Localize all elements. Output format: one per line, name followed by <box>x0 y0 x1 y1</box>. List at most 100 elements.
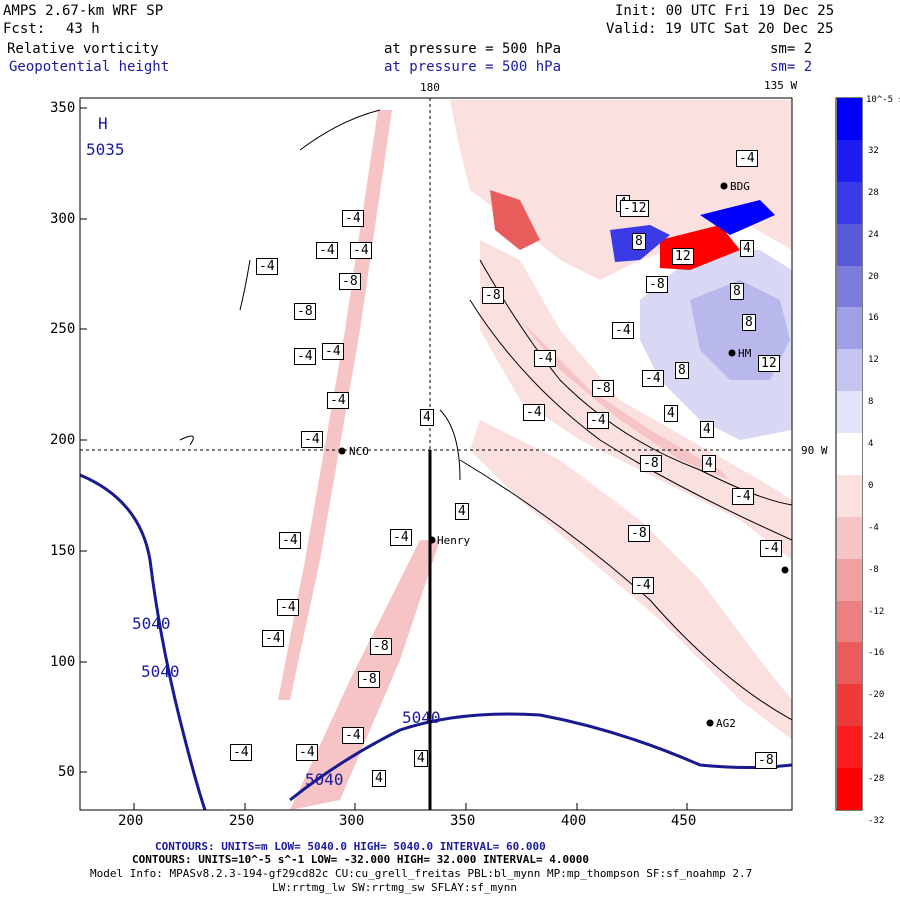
colorbar-tick-label: -24 <box>868 732 885 743</box>
strong-vorticity-west <box>490 190 540 250</box>
vorticity-label: 8 <box>730 283 744 300</box>
vorticity-label: -8 <box>755 752 777 769</box>
vorticity-label: 4 <box>420 409 434 426</box>
y-tick-200: 200 <box>50 432 76 448</box>
colorbar-cell <box>837 181 862 225</box>
vorticity-label: -4 <box>350 242 372 259</box>
colorbar-tick-label: -28 <box>868 774 885 785</box>
vorticity-label: 4 <box>702 455 716 472</box>
colorbar-cell <box>837 684 862 727</box>
vorticity-label: -8 <box>592 380 614 397</box>
vorticity-label: 8 <box>632 233 646 250</box>
station-label: NCO <box>349 445 369 458</box>
colorbar-tick-label: -4 <box>868 522 879 533</box>
high-pressure-value: 5035 <box>86 140 125 159</box>
vorticity-label: 4 <box>414 750 428 767</box>
y-tick-100: 100 <box>50 654 76 670</box>
vorticity-label: -4 <box>732 488 754 505</box>
footer-height-contours: CONTOURS: UNITS=m LOW= 5040.0 HIGH= 5040… <box>155 840 546 853</box>
vorticity-label: -4 <box>294 348 316 365</box>
vorticity-label: -4 <box>342 727 364 744</box>
colorbar-tick-label: 20 <box>868 271 879 282</box>
pressure-geopotential: at pressure = 500 hPa <box>384 59 562 75</box>
station-ag2-marker <box>706 719 714 727</box>
vorticity-label: -4 <box>322 343 344 360</box>
y-tick-150: 150 <box>50 543 76 559</box>
colorbar-cell <box>837 98 862 141</box>
station-bdg-marker <box>720 182 728 190</box>
strong-positive-streak <box>700 200 775 235</box>
vorticity-label: 4 <box>700 421 714 438</box>
x-tick-250: 250 <box>229 813 255 829</box>
height-label: 5040 <box>402 708 441 727</box>
vorticity-label: 12 <box>672 248 694 265</box>
vorticity-label: -4 <box>230 744 252 761</box>
colorbar-tick-label: 16 <box>868 313 879 324</box>
colorbar-cell <box>837 433 862 476</box>
station-henry-marker <box>428 536 436 544</box>
vorticity-label: -8 <box>294 303 316 320</box>
vorticity-label: 4 <box>372 770 386 787</box>
x-tick-400: 400 <box>561 813 587 829</box>
valid-time: Valid: 19 UTC Sat 20 Dec 25 <box>606 21 834 37</box>
footer-physics-info: LW:rrtmg_lw SW:rrtmg_sw SFLAY:sf_mynn <box>272 881 518 894</box>
colorbar-tick-label: 24 <box>868 229 879 240</box>
x-tick-300: 300 <box>339 813 365 829</box>
colorbar-tick-label: 4 <box>868 439 874 450</box>
x-tick-450: 450 <box>671 813 697 829</box>
vorticity-label: -4 <box>587 412 609 429</box>
colorbar-tick-label: 0 <box>868 480 874 491</box>
negative-vorticity-band <box>480 240 792 560</box>
vorticity-label: 12 <box>758 355 780 372</box>
colorbar-unit: 10^-5 s^-1 <box>866 95 900 105</box>
colorbar-tick-label: 12 <box>868 355 879 366</box>
colorbar-tick-label: 8 <box>868 397 874 408</box>
vorticity-label: -4 <box>642 370 664 387</box>
vorticity-label: -4 <box>534 350 556 367</box>
vorticity-label: -4 <box>301 431 323 448</box>
vorticity-label: 4 <box>664 405 678 422</box>
y-tick-300: 300 <box>50 211 76 227</box>
colorbar-cell <box>837 307 862 350</box>
negative-vorticity-south <box>470 420 792 740</box>
colorbar-cell <box>837 139 862 183</box>
station-label: Henry <box>437 534 471 547</box>
footer-model-info: Model Info: MPASv8.2.3-194-gf29cd82c CU:… <box>90 867 753 880</box>
vorticity-label: -4 <box>327 392 349 409</box>
forecast-label: Fcst: <box>3 21 46 37</box>
vorticity-label: -8 <box>628 525 650 542</box>
station-label: BDG <box>730 180 750 193</box>
field-geopotential: Geopotential height <box>9 59 170 75</box>
vorticity-label: -4 <box>612 322 634 339</box>
vorticity-label: -4 <box>390 529 412 546</box>
height-contour-south <box>289 712 792 802</box>
colorbar-tick-label: -16 <box>868 648 885 659</box>
vorticity-label: -4 <box>632 577 654 594</box>
colorbar-tick-label: -32 <box>868 816 885 826</box>
vorticity-label: -12 <box>620 200 650 217</box>
station-label: AG2 <box>716 717 736 730</box>
smoothing-vorticity: sm= 2 <box>770 41 813 57</box>
y-tick-50: 50 <box>58 764 75 780</box>
colorbar-tick-label: 28 <box>868 187 879 198</box>
vorticity-label: -4 <box>316 242 338 259</box>
footer-vorticity-contours: CONTOURS: UNITS=10^-5 s^-1 LOW= -32.000 … <box>132 853 589 866</box>
colorbar-cell <box>837 600 862 643</box>
vorticity-label: 4 <box>740 240 754 257</box>
vorticity-label: -4 <box>256 258 278 275</box>
station-label: HM <box>738 347 752 360</box>
pressure-vorticity: at pressure = 500 hPa <box>384 41 562 57</box>
lon-label-90w: 90 W <box>801 444 828 457</box>
vorticity-label: 8 <box>675 362 689 379</box>
model-title: AMPS 2.67-km WRF SP <box>3 3 164 19</box>
colorbar-cell <box>837 768 862 811</box>
vorticity-label: -4 <box>279 532 301 549</box>
vorticity-label: -8 <box>339 273 361 290</box>
vorticity-label: 8 <box>742 314 756 331</box>
station-nco-marker <box>338 447 346 455</box>
height-label: 5040 <box>132 614 171 633</box>
field-vorticity: Relative vorticity <box>7 41 159 57</box>
station-edge-marker <box>781 566 789 574</box>
vorticity-label: -4 <box>342 210 364 227</box>
vorticity-label: 4 <box>455 503 469 520</box>
